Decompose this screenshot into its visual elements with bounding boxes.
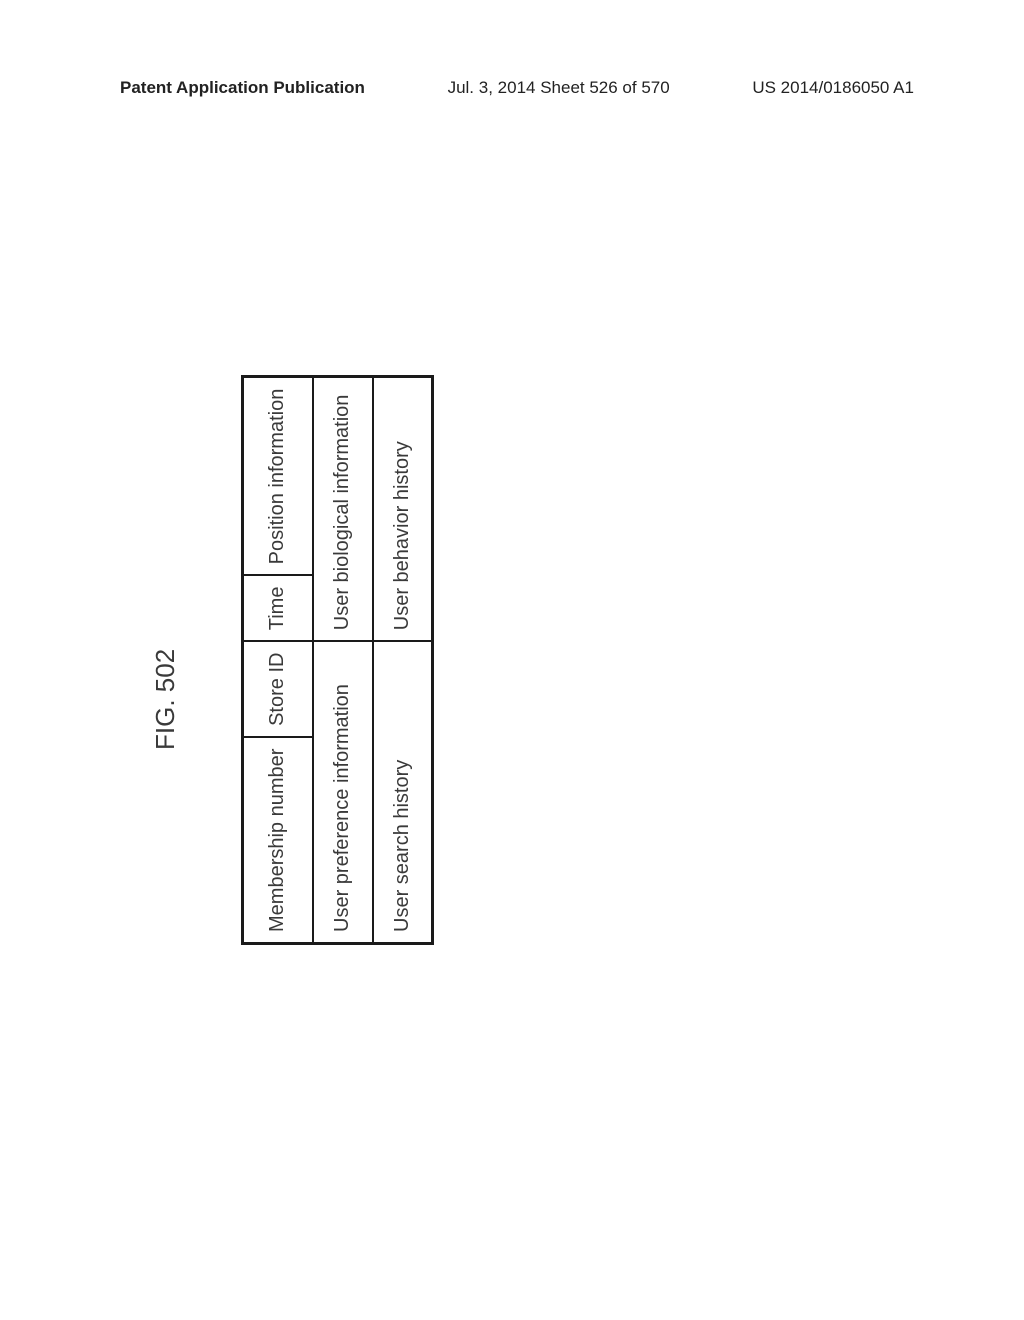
cell-membership-number: Membership number (243, 737, 313, 944)
table-row: User search history User behavior histor… (373, 377, 433, 944)
cell-store-id: Store ID (243, 641, 313, 737)
page-header: Patent Application Publication Jul. 3, 2… (0, 78, 1024, 98)
cell-position-info: Position information (243, 377, 313, 576)
table-row: User preference information User biologi… (313, 377, 373, 944)
header-center: Jul. 3, 2014 Sheet 526 of 570 (448, 78, 670, 98)
cell-user-preference: User preference information (313, 641, 373, 943)
cell-user-search-history: User search history (373, 641, 433, 943)
table-row: Membership number Store ID Time Position… (243, 377, 313, 944)
header-left: Patent Application Publication (120, 78, 365, 98)
figure-rotated-wrapper: FIG. 502 Membership number Store ID Time… (150, 360, 870, 960)
cell-user-behavior-history: User behavior history (373, 377, 433, 642)
data-table: Membership number Store ID Time Position… (241, 375, 434, 945)
cell-user-biological: User biological information (313, 377, 373, 642)
figure-label: FIG. 502 (150, 360, 181, 960)
header-right: US 2014/0186050 A1 (752, 78, 914, 98)
cell-time: Time (243, 575, 313, 641)
